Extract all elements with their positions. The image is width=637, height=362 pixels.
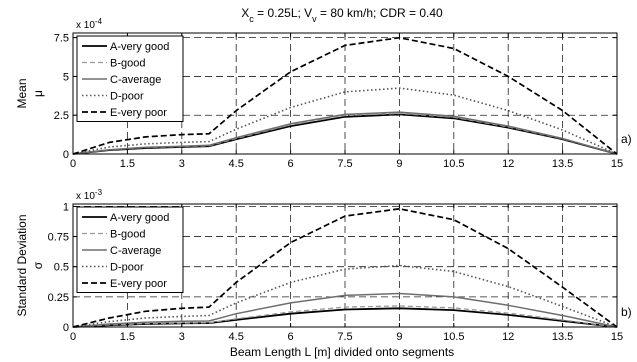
panel-standard-deviation: 0 1.5 3 4.5 6 7.5 9 10.5 12 13.5 15 0 0.25 0.5 0.75 1 x … [15, 188, 632, 343]
x-tick-label: 4.5 [229, 158, 244, 170]
y-tick-label: 0.5 [54, 262, 69, 274]
legend-label: C-average [110, 74, 161, 86]
series-line-c-average [72, 111, 618, 155]
y-tick-label: 0 [63, 149, 69, 161]
x-tick-label: 4.5 [229, 331, 244, 343]
figure-title: Xc = 0.25L; Vv = 80 km/h; CDR = 0.40 [241, 6, 443, 24]
x-tick-label: 13.5 [552, 158, 573, 170]
panel-mean: 0 1.5 3 4.5 6 7.5 9 10.5 12 13.5 15 0 2.5 5 7.5 x 10-4 M… [15, 17, 632, 170]
y-exponent-label: x 10-3 [76, 188, 103, 202]
x-tick-label: 9 [396, 158, 402, 170]
series-line-e-very-poor [72, 207, 618, 328]
x-tick-label: 1.5 [120, 331, 135, 343]
legend-label: B-good [110, 229, 145, 241]
x-axis-label: Beam Length L [m] divided onto segments [230, 345, 454, 359]
y-axis-symbol: σ [31, 261, 45, 269]
x-tick-label: 13.5 [552, 331, 573, 343]
legend-label: D-poor [110, 262, 144, 274]
y-tick-label: 0.75 [48, 232, 69, 244]
x-tick-label: 15 [611, 158, 623, 170]
series-line-e-very-poor [72, 36, 618, 155]
y-axis-label: Standard Deviation [15, 214, 29, 316]
x-tick-label: 12 [502, 158, 514, 170]
x-tick-label: 1.5 [120, 158, 135, 170]
y-tick-label: 0 [63, 322, 69, 334]
y-tick-label: 1 [63, 201, 69, 213]
y-exponent-label: x 10-4 [76, 17, 103, 31]
x-tick-label: 6 [288, 158, 294, 170]
x-tick-label: 12 [502, 331, 514, 343]
x-tick-label: 3 [179, 158, 185, 170]
x-tick-label: 6 [288, 331, 294, 343]
x-tick-label: 10.5 [443, 158, 464, 170]
x-tick-label: 3 [179, 331, 185, 343]
legend: A-very good B-good C-average D-poor E-very p… [76, 35, 184, 122]
x-tick-label: 7.5 [337, 158, 352, 170]
x-tick-label: 15 [611, 331, 623, 343]
legend-label: C-average [110, 245, 161, 257]
y-axis-symbol: μ [31, 90, 45, 97]
legend-label: A-very good [110, 212, 169, 224]
legend-label: E-very poor [110, 107, 167, 119]
series-line-d-poor [72, 264, 618, 328]
x-tick-label: 0 [70, 158, 76, 170]
series-line-c-average [72, 292, 618, 328]
x-tick-label: 10.5 [443, 331, 464, 343]
series-line-d-poor [72, 87, 618, 155]
series-line-b-good [72, 305, 618, 328]
y-axis-label: Mean [15, 78, 29, 108]
legend: A-very good B-good C-average D-poor E-very p… [76, 206, 184, 293]
y-tick-label: 7.5 [54, 33, 69, 45]
y-tick-label: 5 [63, 71, 69, 83]
legend-label: B-good [110, 58, 145, 70]
x-tick-label: 7.5 [337, 331, 352, 343]
legend-label: D-poor [110, 91, 144, 103]
x-tick-label: 9 [396, 331, 402, 343]
panel-label: b) [621, 305, 632, 319]
x-tick-label: 0 [70, 331, 76, 343]
legend-label: A-very good [110, 41, 169, 53]
y-tick-label: 0.25 [48, 292, 69, 304]
y-tick-label: 2.5 [54, 110, 69, 122]
legend-label: E-very poor [110, 278, 167, 290]
panel-label: a) [621, 132, 632, 146]
